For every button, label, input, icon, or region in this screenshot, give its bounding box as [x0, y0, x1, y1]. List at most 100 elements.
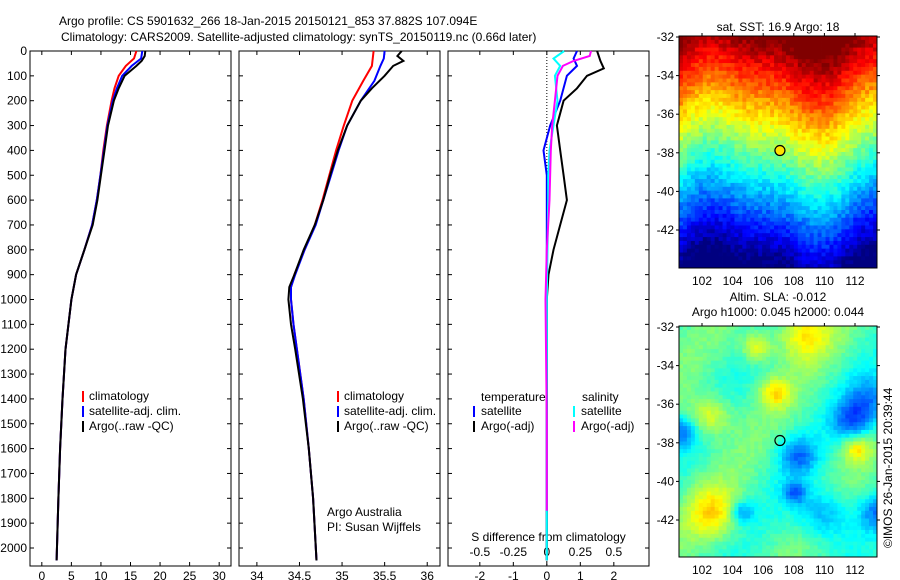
map-cell	[734, 422, 739, 427]
map-cell	[734, 78, 739, 83]
map-cell	[686, 182, 692, 188]
map-cell	[781, 341, 787, 346]
map-cell	[774, 403, 779, 408]
map-cell	[766, 437, 771, 442]
map-cell	[706, 128, 712, 134]
map-cell	[853, 426, 858, 431]
map-cell	[849, 229, 854, 234]
map-cell	[682, 372, 688, 377]
map-cell	[801, 190, 807, 195]
map-cell	[686, 376, 692, 381]
map-cell	[801, 128, 807, 134]
map-cell	[829, 391, 834, 396]
map-cell	[679, 171, 684, 176]
map-cell	[821, 198, 826, 203]
map-cell	[679, 128, 684, 134]
map-cell	[865, 403, 870, 408]
map-cell	[793, 237, 799, 242]
map-cell	[809, 36, 815, 41]
map-cell	[686, 399, 692, 404]
map-cell	[873, 101, 878, 106]
map-cell	[849, 349, 854, 354]
map-cell	[829, 429, 834, 435]
map-cell	[865, 109, 870, 114]
map-cell	[829, 248, 834, 253]
map-cell	[797, 233, 803, 238]
map-cell	[809, 410, 815, 415]
map-cell	[801, 429, 807, 435]
map-cell	[730, 109, 735, 114]
map-cell	[797, 186, 803, 192]
map-cell	[825, 441, 830, 446]
map-cell	[853, 213, 858, 219]
series-line-temperature-satellite	[542, 50, 579, 561]
map-cell	[833, 148, 838, 153]
map-cell	[679, 121, 684, 126]
map-cell	[837, 136, 842, 141]
map-cell	[702, 163, 708, 168]
map-cell	[686, 144, 692, 149]
map-cell	[821, 441, 826, 446]
map-cell	[746, 364, 751, 369]
map-cell	[873, 194, 878, 199]
map-cell	[833, 244, 838, 250]
map-cell	[797, 418, 803, 423]
map-cell	[805, 418, 811, 423]
map-cell	[865, 182, 870, 188]
map-cell	[805, 109, 811, 114]
map-cell	[805, 47, 811, 52]
map-cell	[789, 368, 795, 373]
map-cell	[817, 383, 822, 388]
map-cell	[766, 414, 771, 419]
map-cell	[809, 372, 815, 377]
map-cell	[714, 152, 719, 157]
map-cell	[801, 356, 807, 362]
map-cell	[809, 194, 815, 199]
map-cell	[813, 101, 818, 106]
map-cell	[714, 198, 719, 203]
map-cell	[829, 445, 834, 450]
map-cell	[813, 252, 818, 257]
map-cell	[845, 171, 850, 176]
map-cell	[821, 333, 826, 338]
map-cell	[781, 349, 787, 354]
map-cell	[706, 148, 712, 153]
map-cell	[734, 233, 739, 238]
map-cell	[682, 186, 688, 192]
map-cell	[698, 171, 704, 176]
map-cell	[734, 90, 739, 95]
map-cell	[813, 179, 818, 184]
map-cell	[746, 82, 751, 87]
map-cell	[841, 237, 846, 242]
map-cell	[734, 175, 739, 180]
map-cell	[726, 43, 731, 48]
map-cell	[702, 256, 708, 261]
series-line-argo-raw-qc-	[287, 50, 406, 561]
map-cell	[873, 437, 878, 442]
map-cell	[817, 233, 822, 238]
map-cell	[837, 36, 842, 41]
map-cell	[805, 198, 811, 203]
map-cell	[817, 78, 822, 83]
map-cell	[829, 94, 834, 99]
map-cell	[762, 240, 767, 246]
map-cell	[801, 326, 807, 331]
map-cell	[873, 109, 878, 114]
map-cell	[714, 422, 719, 427]
map-cell	[682, 109, 688, 114]
map-cell	[857, 155, 862, 161]
map-cell	[750, 36, 755, 41]
map-cell	[829, 78, 834, 83]
map-cell	[861, 109, 866, 114]
map-cell	[785, 109, 791, 114]
map-cell	[722, 155, 727, 161]
map-cell	[817, 74, 822, 79]
map-cell	[742, 429, 747, 435]
map-cell	[829, 86, 834, 91]
map-cell	[750, 449, 755, 454]
map-cell	[841, 43, 846, 48]
map-cell	[853, 248, 858, 253]
map-cell	[742, 433, 747, 439]
map-cell	[873, 349, 878, 354]
map-cell	[706, 155, 712, 161]
